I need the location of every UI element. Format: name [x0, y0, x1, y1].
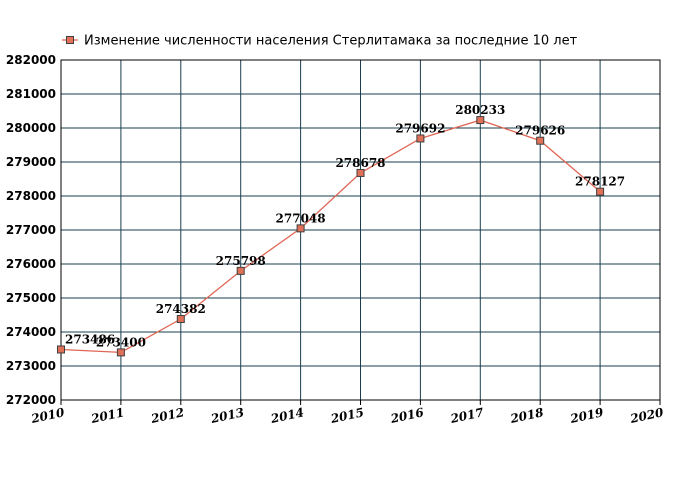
y-tick-label: 280000	[6, 121, 56, 135]
x-tick-label: 2011	[89, 405, 126, 426]
data-point-marker	[356, 168, 365, 177]
x-tick-label: 2015	[329, 405, 366, 426]
data-label-2016: 279692	[395, 121, 445, 135]
data-point-marker	[57, 345, 65, 354]
y-tick-label: 272000	[6, 393, 56, 407]
data-label-2019: 278127	[575, 175, 625, 189]
data-point-marker	[116, 348, 125, 357]
legend-marker-swatch	[66, 36, 74, 44]
x-tick-label: 2017	[448, 405, 485, 426]
data-point-marker	[296, 224, 305, 233]
y-tick-label: 275000	[6, 291, 56, 305]
series-population	[57, 116, 605, 357]
plot-border	[60, 59, 661, 401]
data-label-2017: 280233	[455, 103, 505, 117]
data-label-2014: 277048	[276, 211, 326, 225]
y-tick-label: 279000	[6, 155, 56, 169]
y-tick-label: 274000	[6, 325, 56, 339]
data-label-2018: 279626	[515, 124, 565, 138]
y-tick-label: 281000	[6, 87, 56, 101]
x-tick-label: 2018	[508, 405, 545, 426]
chart-grid	[60, 59, 661, 405]
data-label-2015: 278678	[335, 156, 385, 170]
data-point-marker	[236, 266, 245, 275]
data-label-2010: 273486	[65, 332, 115, 346]
y-tick-label: 282000	[6, 53, 56, 67]
series-line	[60, 119, 601, 354]
data-point-marker	[596, 187, 605, 196]
x-tick-label: 2020	[628, 405, 665, 426]
x-tick-label: 2012	[149, 405, 186, 426]
y-tick-label: 276000	[6, 257, 56, 271]
y-tick-label: 278000	[6, 189, 56, 203]
data-point-marker	[536, 136, 545, 145]
data-point-marker	[176, 315, 185, 324]
y-tick-label: 273000	[6, 359, 56, 373]
y-axis-ticks: 272000 273000 274000 275000 276000 277000 2780…	[6, 53, 56, 407]
data-label-2012: 274382	[156, 302, 206, 316]
y-tick-label: 277000	[6, 223, 56, 237]
data-point-marker	[416, 134, 425, 143]
x-tick-label: 2013	[209, 405, 246, 426]
x-tick-label: 2019	[568, 405, 605, 426]
x-tick-label: 2010	[29, 405, 66, 426]
legend: Изменение численности населения Стерлита…	[62, 34, 578, 49]
x-tick-label: 2016	[388, 405, 425, 426]
plot-frame	[60, 59, 661, 401]
legend-entry: Изменение численности населения Стерлита…	[84, 34, 578, 49]
data-label-2013: 275798	[216, 254, 266, 268]
x-axis-ticks: 2010 2011 2012 2013 2014 2015 2016 2017 2018 2019…	[29, 405, 665, 426]
data-point-marker	[476, 116, 485, 125]
x-tick-label: 2014	[269, 405, 306, 426]
data-label-2011: 273400	[96, 335, 146, 349]
